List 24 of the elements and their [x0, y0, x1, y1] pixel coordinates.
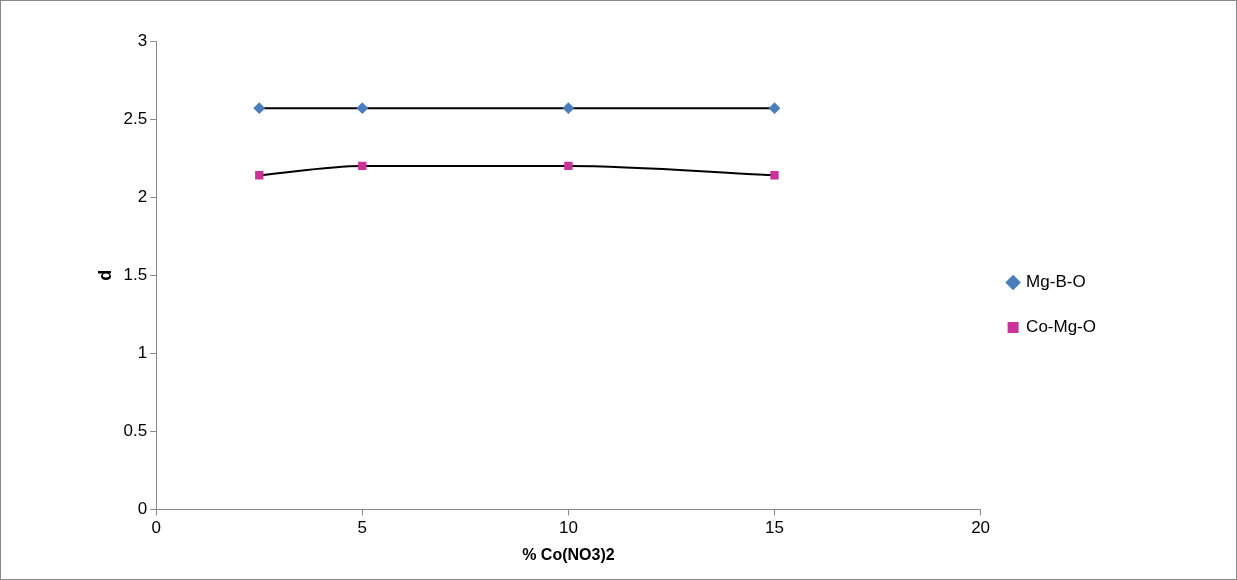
y-tick-label: 2	[137, 186, 148, 206]
point	[356, 102, 368, 114]
point	[358, 161, 367, 171]
point	[253, 102, 265, 114]
y-tick-label: 1.5	[123, 264, 148, 284]
x-tick-label: 20	[971, 518, 991, 538]
y-tick-label: 1	[137, 342, 148, 362]
legend-label: Co-Mg-O	[1026, 317, 1097, 337]
x-tick-label: 5	[357, 518, 368, 538]
point	[562, 102, 574, 114]
x-axis-title: % Co(NO3)2	[522, 545, 615, 563]
point	[770, 171, 779, 180]
x-tick-label: 0	[151, 518, 161, 538]
legend-label: Mg-B-O	[1026, 272, 1086, 292]
point	[769, 102, 781, 114]
y-tick-label: 0.5	[123, 421, 148, 441]
point	[564, 161, 573, 171]
y-tick-label: 3	[137, 30, 148, 50]
x-tick-label: 10	[558, 518, 578, 538]
point	[255, 171, 264, 180]
y-tick-label: 2.5	[123, 108, 148, 128]
x-tick-label: 15	[765, 518, 784, 538]
y-tick-label: 0	[137, 499, 148, 519]
y-axis-title: d	[94, 269, 115, 281]
